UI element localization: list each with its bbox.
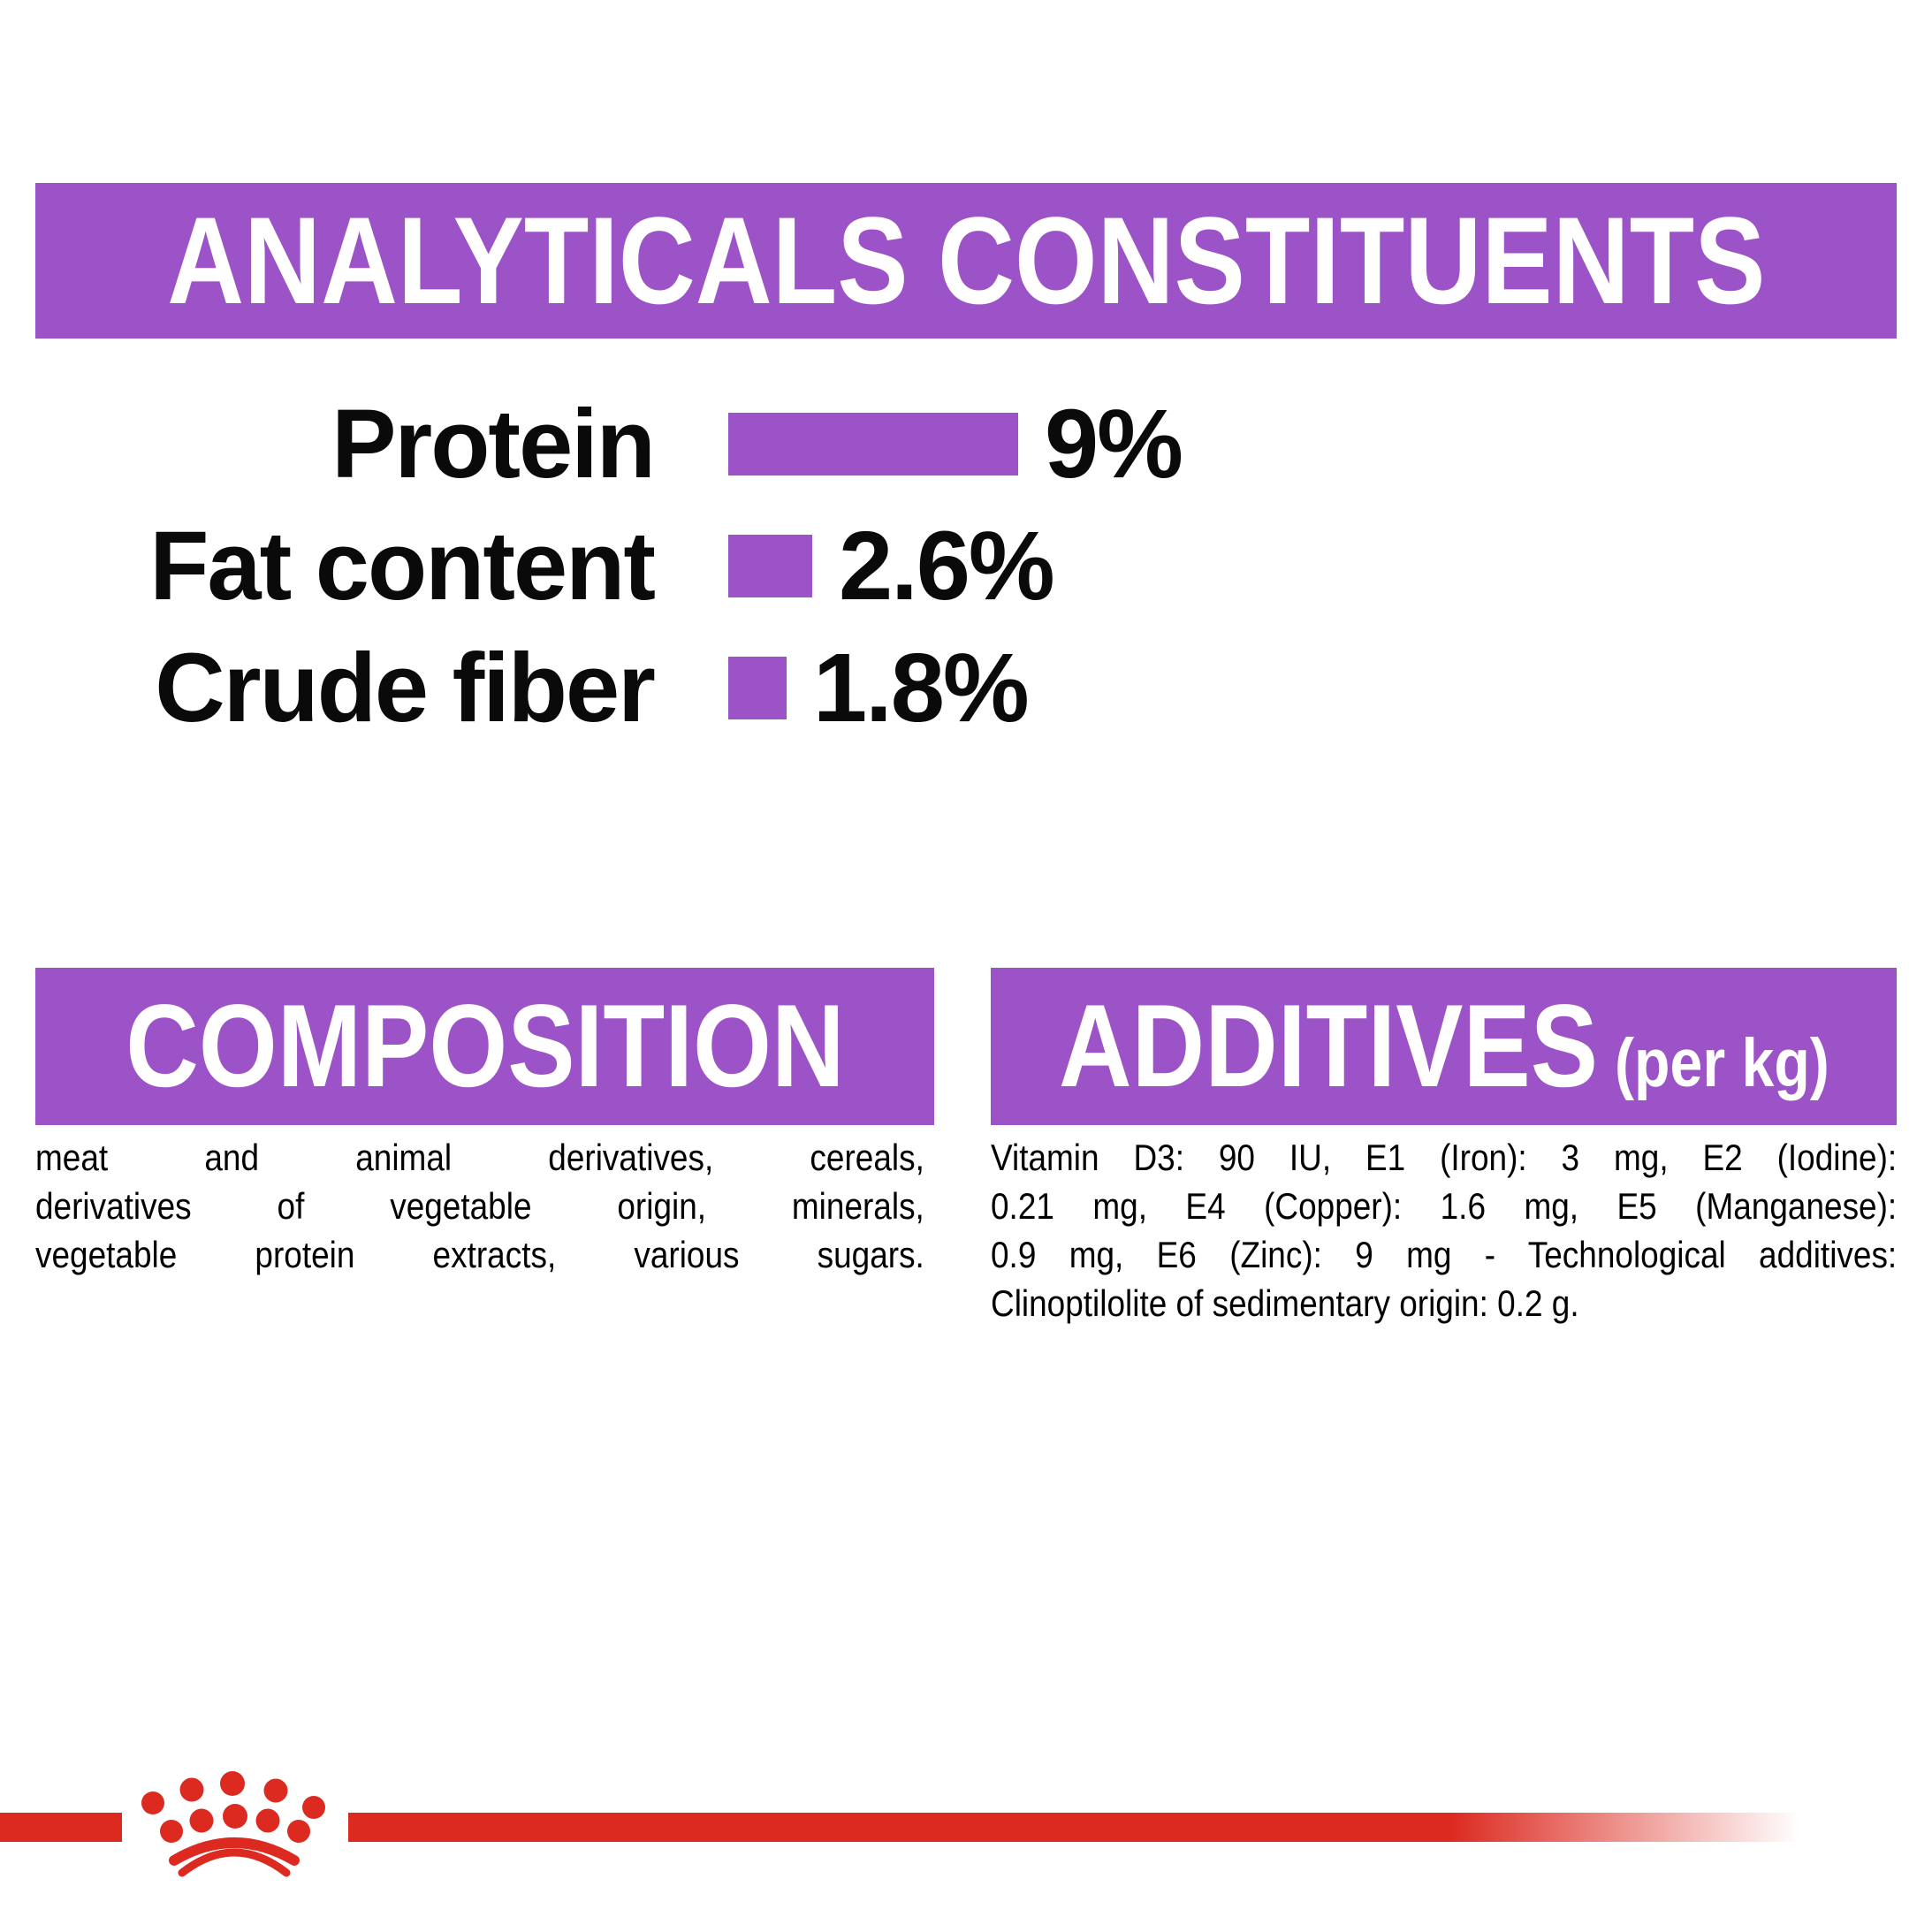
bar bbox=[728, 656, 787, 719]
crown-arc-outer bbox=[169, 1837, 300, 1866]
additives-text: Vitamin D3: 90 IU, E1 (Iron): 3 mg, E2 (… bbox=[991, 1133, 1897, 1327]
text-line: meat and animal derivatives, cereals, bbox=[35, 1137, 924, 1178]
text-line: 0.21 mg, E4 (Copper): 1.6 mg, E5 (Mangan… bbox=[991, 1185, 1898, 1227]
text-line: Vitamin D3: 90 IU, E1 (Iron): 3 mg, E2 (… bbox=[991, 1137, 1898, 1178]
chart-row: Fat content 2.6% bbox=[0, 505, 1932, 627]
additives-per-kg-suffix: (per kg) bbox=[1614, 1024, 1829, 1101]
crown-dots bbox=[141, 1771, 325, 1843]
crown-arc-inner bbox=[178, 1848, 291, 1877]
text-line: derivatives of vegetable origin, mineral… bbox=[35, 1185, 924, 1227]
additives-banner: ADDITIVES (per kg) bbox=[991, 968, 1897, 1125]
analyticals-banner: ANALYTICALS CONSTITUENTS bbox=[35, 183, 1897, 338]
composition-banner: COMPOSITION bbox=[35, 968, 934, 1125]
bar bbox=[728, 412, 1018, 475]
brand-band-left bbox=[0, 1813, 122, 1842]
composition-heading: COMPOSITION bbox=[125, 980, 845, 1112]
bar-value: 9% bbox=[1045, 389, 1183, 498]
composition-text: meat and animal derivatives, cereals, der… bbox=[35, 1133, 924, 1279]
additives-heading-group: ADDITIVES (per kg) bbox=[1059, 987, 1829, 1106]
bar-value: 2.6% bbox=[839, 511, 1055, 620]
text-line: vegetable protein extracts, various suga… bbox=[35, 1234, 924, 1275]
text-line: 0.9 mg, E6 (Zinc): 9 mg - Technological … bbox=[991, 1234, 1898, 1275]
chart-row: Crude fiber 1.8% bbox=[0, 627, 1932, 749]
brand-band-right bbox=[348, 1813, 1799, 1842]
bar-value: 1.8% bbox=[813, 633, 1030, 742]
additives-heading: ADDITIVES bbox=[1058, 980, 1598, 1112]
bar-label: Fat content bbox=[149, 511, 656, 620]
royal-canin-crown-logo bbox=[141, 1771, 325, 1877]
chart-row: Protein 9% bbox=[0, 383, 1932, 505]
bar-label: Protein bbox=[331, 389, 656, 498]
analyticals-heading: ANALYTICALS CONSTITUENTS bbox=[166, 191, 1766, 330]
analytical-constituents-chart: Protein 9% Fat content 2.6% Crude fiber 1.8% bbox=[0, 383, 1932, 749]
bar-label: Crude fiber bbox=[155, 633, 656, 742]
bar bbox=[728, 534, 812, 597]
text-line: Clinoptilolite of sedimentary origin: 0.… bbox=[991, 1282, 1579, 1324]
